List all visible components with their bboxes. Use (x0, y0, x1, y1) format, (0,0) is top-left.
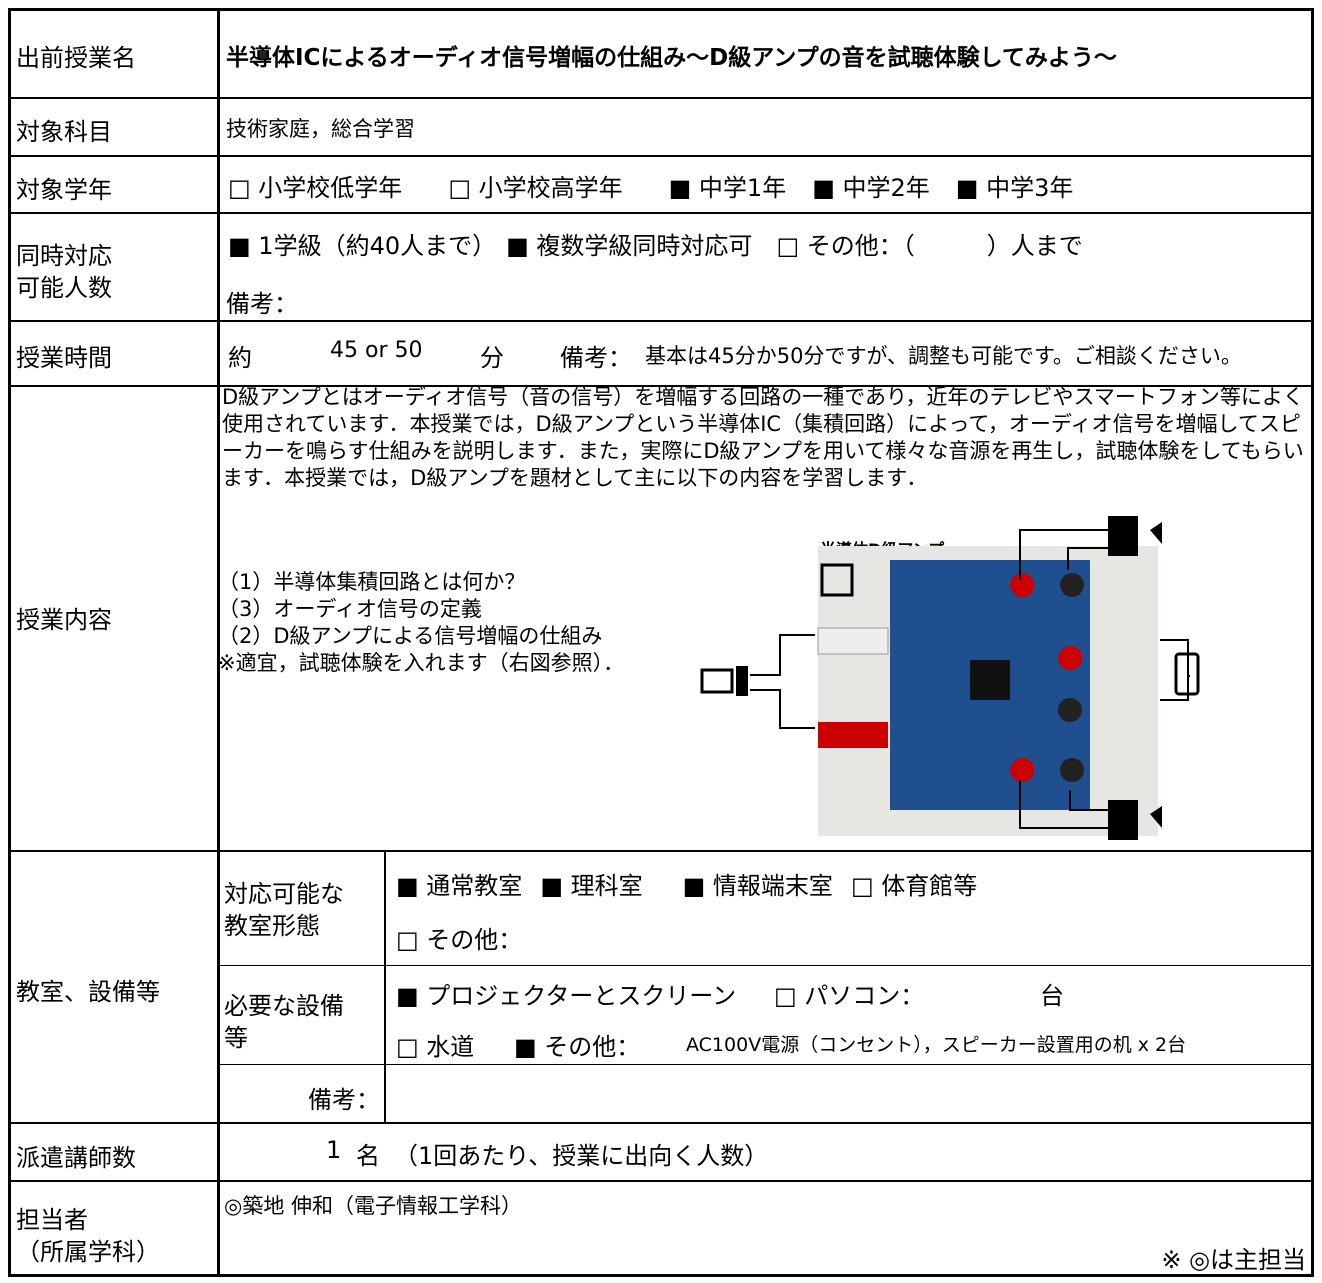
terminal (1058, 646, 1082, 670)
rule (8, 1122, 1314, 1124)
option: ■ 中学1年 (668, 174, 787, 202)
rule (218, 1064, 1314, 1065)
name: ◎築地 伸和（電子情報工学科） (224, 1194, 522, 1218)
option: □ 水道 (396, 1033, 475, 1061)
cable (818, 722, 888, 748)
option: ■ 情報端末室 (682, 872, 833, 900)
options: ■ 通常教室 ■ 理科室 ■ 情報端末室 □ 体育館等 (396, 866, 977, 901)
terminal (1010, 758, 1034, 782)
unit: 名 (356, 1142, 380, 1170)
label: 同時対応 (16, 242, 112, 270)
terminal (1060, 573, 1084, 597)
course-title: 半導体ICによるオーディオ信号増幅の仕組み～D級アンプの音を試聴体験してみよう～ (226, 45, 1117, 71)
rule (8, 850, 1314, 852)
option: □ その他： (396, 926, 523, 954)
rule (218, 965, 1314, 966)
count: 1 (326, 1136, 342, 1164)
terminal (1058, 698, 1082, 722)
option: □ 小学校高学年 (448, 174, 623, 202)
rule (8, 155, 1314, 157)
rule (8, 97, 1314, 99)
unit: 分 (480, 344, 504, 372)
label: 対象学年 (16, 176, 112, 204)
item: （3）オーディオ信号の定義 (218, 597, 482, 621)
note: （1回あたり、授業に出向く人数） (394, 1142, 769, 1170)
label: 教室形態 (224, 912, 320, 940)
paragraph: D級アンプとはオーディオ信号（音の信号）を増幅する回路の一種であり，近年のテレビ… (222, 385, 1304, 490)
label: 等 (224, 1024, 248, 1052)
option: ■ 複数学級同時対応可 (506, 232, 753, 260)
option: ■ プロジェクターとスクリーン (396, 982, 737, 1010)
item: （1）半導体集積回路とは何か？ (218, 570, 526, 594)
label: 備考： (308, 1086, 380, 1114)
option: □ 小学校低学年 (228, 174, 403, 202)
speaker (1108, 800, 1138, 840)
label: 授業時間 (16, 344, 112, 372)
option: ■ 中学3年 (955, 174, 1074, 202)
label: 必要な設備 (224, 992, 344, 1020)
label: 対応可能な (224, 880, 344, 908)
terminal (1060, 758, 1084, 782)
note: 基本は45分か50分ですが、調整も可能です。ご相談ください。 (645, 344, 1242, 368)
prefix: 約 (228, 344, 252, 372)
value: 技術家庭，総合学習 (226, 117, 415, 141)
value: 45 or 50 (330, 338, 423, 363)
cable (817, 627, 889, 655)
item: ※適宜，試聴体験を入れます（右図参照）． (218, 651, 625, 675)
option: □ その他：（ ）人まで (776, 232, 1083, 260)
speaker (1108, 516, 1138, 556)
rule (8, 385, 1314, 387)
label: 担当者 (16, 1206, 88, 1234)
option: ■ その他： (514, 1033, 641, 1061)
rule (8, 1180, 1314, 1182)
chip (970, 660, 1010, 700)
option: ■ 1学級（約40人まで） (228, 232, 497, 260)
note: 備考： (226, 290, 298, 318)
label: 対象科目 (16, 118, 112, 146)
rule (8, 212, 1314, 214)
label: 授業内容 (16, 606, 112, 634)
label: 出前授業名 (16, 44, 136, 72)
figure (700, 516, 1200, 840)
options: □ 小学校低学年 □ 小学校高学年 ■ 中学1年 ■ 中学2年 ■ 中学3年 (228, 168, 1073, 203)
value: AC100V電源（コンセント），スピーカー設置用の机 x 2台 (686, 1034, 1187, 1056)
option: □ パソコン： (774, 982, 925, 1010)
rule (217, 8, 220, 1275)
label: （所属学科） (16, 1238, 160, 1266)
pc (736, 666, 748, 696)
label: 教室、設備等 (16, 978, 160, 1006)
rule (384, 850, 386, 1122)
pc (700, 668, 734, 694)
battery (1174, 652, 1200, 696)
chip-icon (820, 563, 854, 597)
option: ■ 中学2年 (812, 174, 930, 202)
unit: 台 (1040, 982, 1064, 1010)
option: ■ 理科室 (540, 872, 643, 900)
item: （2）D級アンプによる信号増幅の仕組み (218, 624, 603, 648)
arrows (750, 529, 1190, 829)
outer-border (8, 8, 1314, 1277)
note-label: 備考： (560, 344, 632, 372)
terminal (1010, 573, 1034, 597)
footnote: ※ ◎は主担当 (1161, 1246, 1306, 1274)
options: ■ 1学級（約40人まで） ■ 複数学級同時対応可 □ その他：（ ）人まで (228, 226, 1083, 261)
label: 派遣講師数 (16, 1144, 136, 1172)
rule (8, 320, 1314, 322)
option: ■ 通常教室 (396, 872, 523, 900)
option: □ 体育館等 (850, 872, 978, 900)
label: 可能人数 (16, 274, 112, 302)
